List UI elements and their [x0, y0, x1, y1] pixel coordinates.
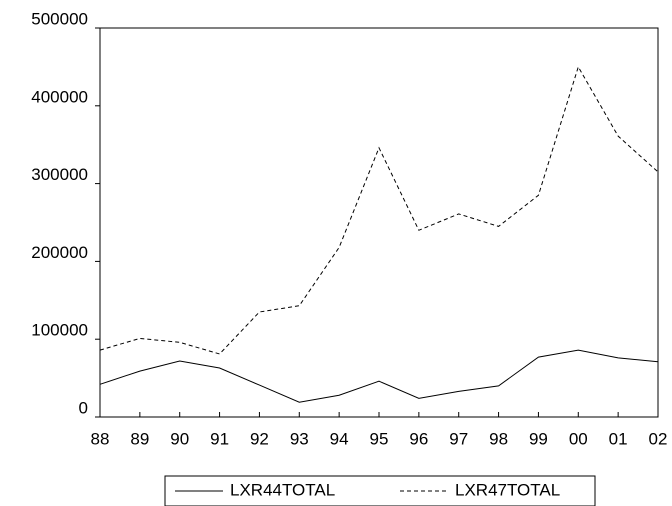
y-tick-label: 300000: [31, 165, 88, 184]
legend-label: LXR44TOTAL: [230, 480, 335, 499]
x-tick-label: 89: [130, 429, 149, 448]
x-tick-label: 99: [529, 429, 548, 448]
x-tick-label: 88: [91, 429, 110, 448]
x-tick-label: 95: [370, 429, 389, 448]
x-tick-label: 01: [609, 429, 628, 448]
x-tick-label: 93: [290, 429, 309, 448]
x-tick-label: 90: [170, 429, 189, 448]
line-series: [99, 65, 659, 355]
line-series: [99, 349, 659, 403]
x-tick-label: 98: [489, 429, 508, 448]
x-tick-label: 00: [569, 429, 588, 448]
plot-frame: [99, 27, 659, 418]
y-tick-label: 400000: [31, 87, 88, 106]
y-tick-label: 200000: [31, 243, 88, 262]
y-tick-label: 0: [79, 398, 88, 417]
x-tick-label: 02: [649, 429, 668, 448]
x-tick-label: 94: [330, 429, 349, 448]
legend-box: [164, 475, 596, 506]
y-tick-label: 500000: [31, 9, 88, 28]
legend-label: LXR47TOTAL: [455, 480, 560, 499]
x-tick-label: 91: [210, 429, 229, 448]
x-tick-label: 92: [250, 429, 269, 448]
x-tick-label: 97: [449, 429, 468, 448]
y-tick-label: 100000: [31, 321, 88, 340]
x-tick-label: 96: [409, 429, 428, 448]
